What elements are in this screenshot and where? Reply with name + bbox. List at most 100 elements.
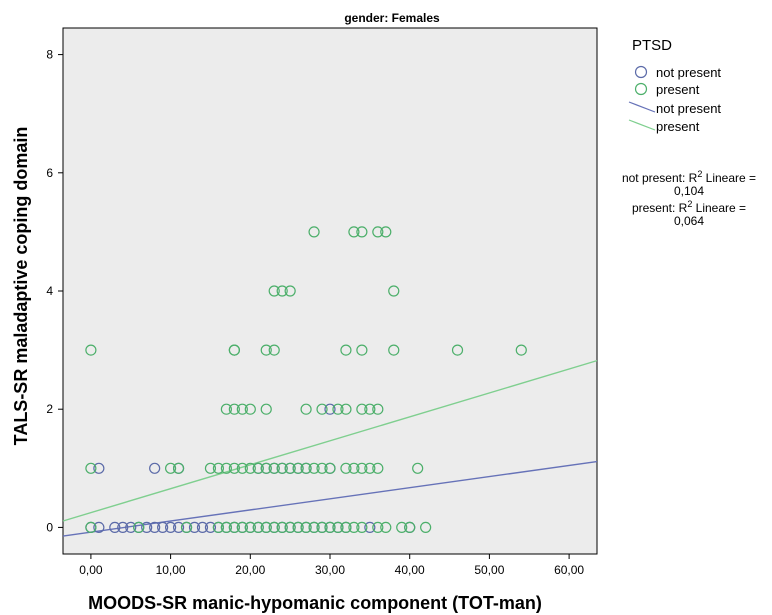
point-present [276,521,288,534]
point-present [388,344,400,356]
legend-label-not-present: not present [656,65,721,80]
point-present [451,344,464,356]
point-present [372,226,384,238]
point-present [372,403,384,415]
point-not-present [188,521,201,534]
y-tick-label: 4 [46,284,53,298]
point-present [420,521,432,534]
point-present [300,462,312,474]
point-not-present [93,462,105,474]
point-present [244,462,256,474]
r2-value-not-present: 0,104 [674,184,704,198]
legend-label-present: present [656,82,700,97]
point-present [340,462,352,474]
point-present [180,521,193,534]
point-present [276,285,288,297]
point-present [340,403,352,415]
point-present [204,462,217,474]
point-present [260,462,272,474]
point-not-present [93,521,105,534]
point-present [372,462,384,474]
point-present [292,462,304,474]
r2-value-present: 0,064 [674,214,704,228]
legend-line-label-not-present: not present [656,101,721,116]
point-present [308,521,320,534]
point-present [356,226,368,238]
point-present [300,403,312,415]
point-present [85,462,97,474]
point-present [372,521,384,534]
point-present [364,403,376,415]
point-present [356,403,368,415]
point-present [356,521,368,534]
point-not-present [149,521,161,534]
point-present [300,521,312,534]
legend-marker-present [634,82,648,96]
point-present [404,521,416,534]
point-present [228,521,240,534]
x-tick-label: 0,00 [79,563,103,577]
x-axis-title: MOODS-SR manic-hypomanic component (TOT-… [88,593,542,613]
point-present [244,521,256,534]
point-present [332,521,344,534]
point-present [324,521,336,534]
legend-marker-not-present [634,65,648,79]
legend-line-label-present: present [656,119,700,134]
y-tick-label: 0 [46,520,53,534]
point-present [220,403,232,415]
point-present [164,462,177,474]
point-present [356,462,368,474]
y-tick-label: 2 [46,402,53,416]
chart-title: gender: Females [344,11,440,25]
legend: PTSD not present present not present pre… [628,37,721,134]
plot-area [62,27,598,555]
point-present [396,521,408,534]
point-not-present [117,521,129,534]
point-not-present [157,521,169,534]
y-tick-label: 8 [46,48,53,62]
point-not-present [125,521,137,534]
point-present [252,521,264,534]
point-not-present [149,462,161,474]
r2-note-present: present: R2 Lineare = [632,199,746,215]
point-present [388,285,400,297]
point-present [244,403,256,415]
point-present [364,462,376,474]
point-present [228,344,240,356]
point-present [236,462,248,474]
point-not-present [324,403,336,415]
point-present [308,226,320,238]
point-present [412,462,424,474]
point-present [284,521,296,534]
point-present [212,462,225,474]
x-tick-label: 50,00 [474,563,504,577]
point-present [276,462,288,474]
point-present [380,521,392,534]
point-present [228,403,240,415]
point-present [236,521,248,534]
x-tick-label: 40,00 [395,563,425,577]
point-present [316,403,328,415]
point-present [340,521,352,534]
point-present [85,521,97,534]
y-axis-title: TALS-SR maladaptive coping domain [11,127,31,446]
point-present [260,521,272,534]
x-tick-label: 20,00 [235,563,265,577]
point-present [348,226,360,238]
y-tick-label: 6 [46,166,53,180]
point-present [228,462,240,474]
point-present [348,462,360,474]
point-present [292,521,304,534]
point-present [260,344,272,356]
point-present [268,285,280,297]
point-present [268,344,280,356]
point-present [284,462,296,474]
r2-note-not-present: not present: R2 Lineare = [622,169,756,185]
point-present [284,285,296,297]
legend-line-present [628,119,656,131]
point-not-present [204,521,217,534]
point-not-present [109,521,121,534]
r2-annotations: not present: R2 Lineare = 0,104 present:… [622,169,756,228]
point-present [332,403,344,415]
